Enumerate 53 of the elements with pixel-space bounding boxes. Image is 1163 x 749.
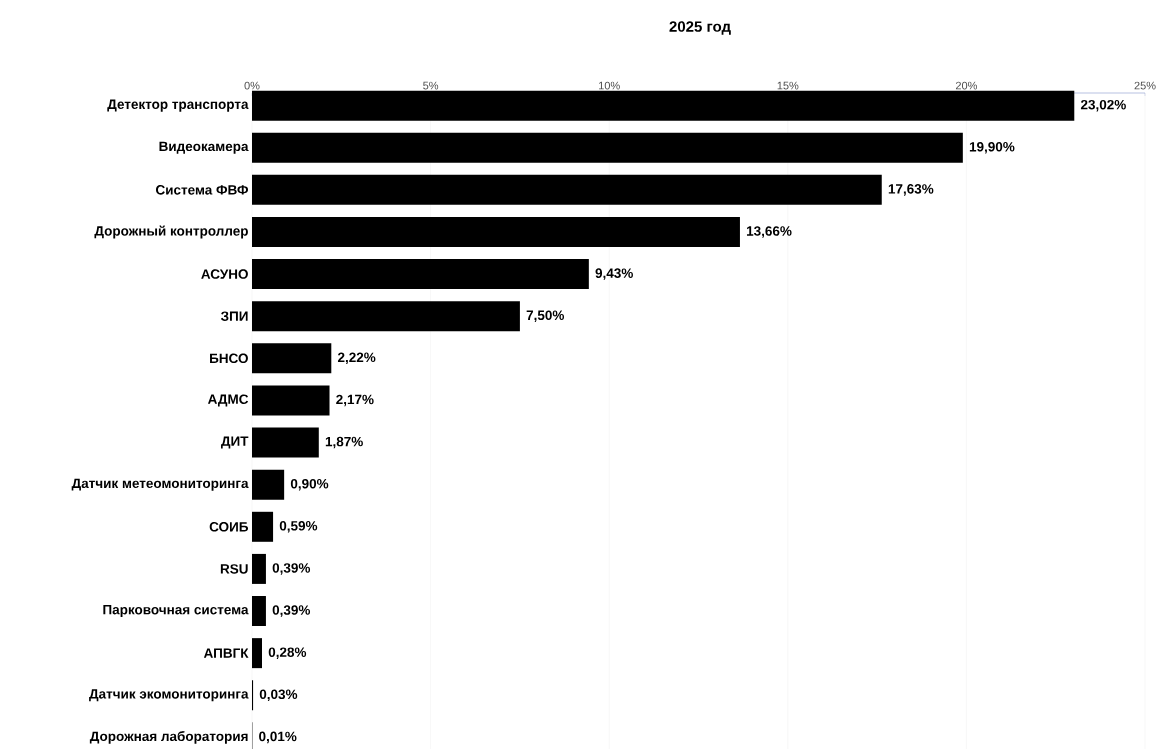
data-label: 0,39% (272, 605, 311, 617)
bar (252, 596, 266, 627)
y-tick-label: Датчик экомониторинга (89, 689, 249, 702)
data-label: 7,50% (526, 310, 565, 322)
bar (252, 638, 262, 669)
data-label: 13,66% (746, 226, 792, 238)
chart-title: 2025 год (669, 21, 731, 35)
data-label: 0,90% (290, 478, 329, 491)
data-label: 1,87% (325, 436, 363, 449)
data-label: 9,43% (595, 268, 633, 280)
bar (252, 216, 740, 247)
y-tick-label: Детектор транспорта (107, 99, 249, 112)
data-label: 19,90% (969, 142, 1015, 154)
data-label: 0,03% (259, 689, 298, 702)
x-tick-label: 25% (1134, 81, 1156, 90)
y-tick-label: Дорожный контроллер (94, 225, 248, 239)
y-tick-label: Дорожная лаборатория (89, 731, 248, 744)
x-tick-label: 15% (777, 81, 799, 90)
x-tick-label: 5% (423, 81, 439, 90)
bar (252, 553, 266, 584)
y-tick-label: Парковочная система (103, 604, 249, 618)
bar (252, 343, 332, 374)
bar (252, 511, 274, 542)
x-tick-label: 10% (599, 81, 620, 90)
data-label: 17,63% (888, 184, 934, 196)
bar (252, 259, 589, 290)
x-tick-label: 0% (244, 81, 260, 90)
y-tick-label: RSU (220, 564, 248, 574)
y-tick-label: АПВГК (203, 648, 249, 658)
y-tick-label: Система ФВФ (156, 185, 249, 195)
bar (252, 427, 319, 458)
data-label: 0,28% (268, 647, 307, 659)
bar (252, 132, 963, 163)
y-tick-label: Датчик метеомониторинга (71, 478, 249, 491)
data-label: 0,59% (279, 521, 318, 533)
data-label: 0,39% (272, 563, 311, 575)
bar (252, 174, 882, 205)
y-tick-label: АСУНО (201, 269, 248, 279)
y-tick-label: ЗПИ (220, 311, 248, 321)
y-tick-label: АДМС (207, 394, 249, 407)
bar (252, 385, 330, 416)
y-tick-label: БНСО (210, 353, 248, 364)
x-tick-label: 20% (955, 81, 978, 90)
data-label: 0,01% (259, 731, 297, 744)
bar (252, 301, 520, 332)
data-label: 23,02% (1080, 99, 1126, 112)
y-tick-label: Видеокамера (159, 141, 249, 154)
bar (252, 469, 285, 500)
y-tick-label: СОИБ (209, 522, 249, 532)
bar (252, 90, 1075, 121)
data-label: 2,17% (336, 394, 374, 407)
y-tick-label: ДИТ (221, 436, 249, 449)
data-label: 2,22% (337, 352, 376, 365)
